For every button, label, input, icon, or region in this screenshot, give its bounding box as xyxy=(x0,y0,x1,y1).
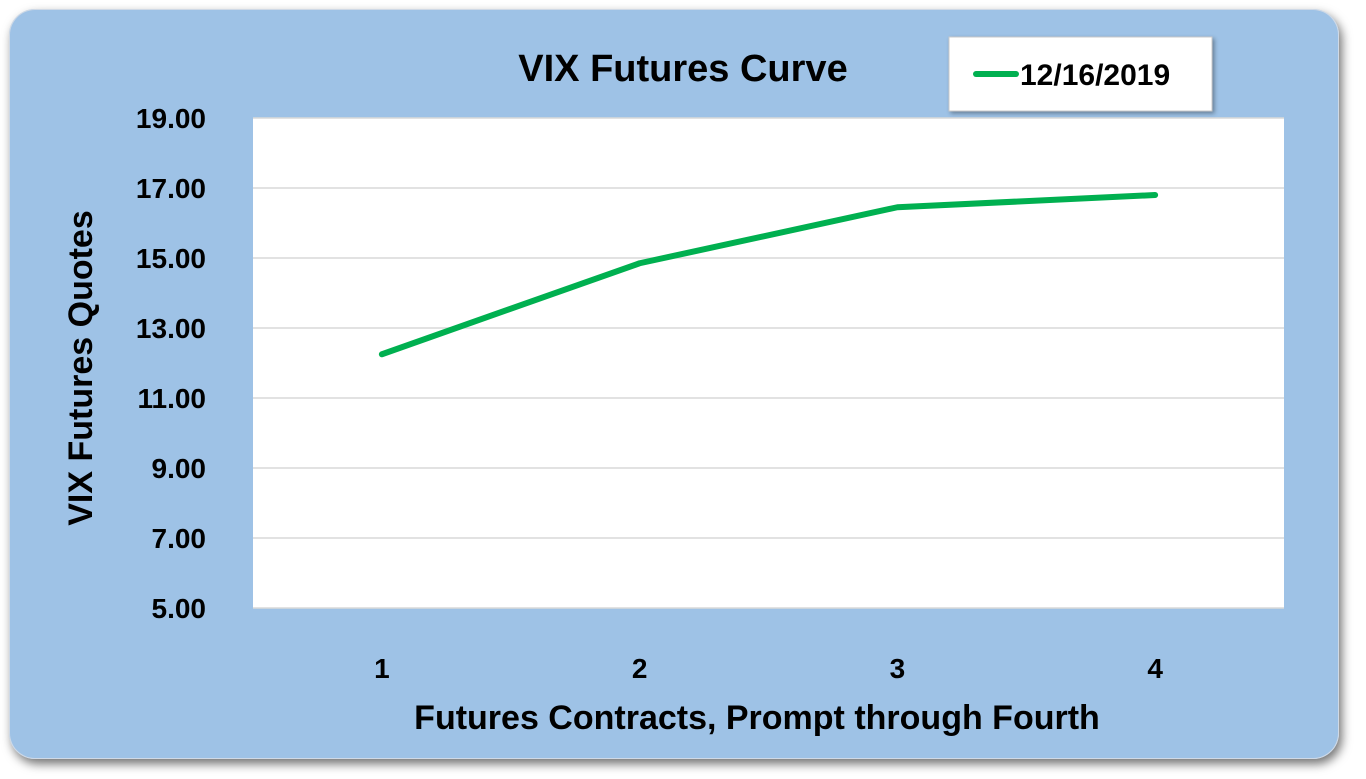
legend: 12/16/2019 xyxy=(948,36,1213,112)
y-tick-label: 19.00 xyxy=(136,103,206,134)
y-tick-label: 13.00 xyxy=(136,313,206,344)
x-tick-label: 2 xyxy=(632,653,648,684)
plot-area xyxy=(253,118,1284,608)
chart-title: VIX Futures Curve xyxy=(518,48,847,90)
y-tick-label: 17.00 xyxy=(136,173,206,204)
y-tick-label: 7.00 xyxy=(152,523,207,554)
y-axis-label: VIX Futures Quotes xyxy=(62,210,100,526)
x-tick-label: 1 xyxy=(374,653,390,684)
x-axis-label: Futures Contracts, Prompt through Fourth xyxy=(414,699,1100,737)
y-axis-ticks: 5.00 7.00 9.00 11.00 13.00 15.00 17.00 19.00 xyxy=(136,103,206,624)
x-tick-label: 4 xyxy=(1147,653,1163,684)
gridlines xyxy=(253,117,1284,609)
x-axis-ticks: 1 2 3 4 xyxy=(374,653,1163,684)
y-tick-label: 11.00 xyxy=(137,383,206,414)
y-tick-label: 15.00 xyxy=(136,243,206,274)
y-tick-label: 5.00 xyxy=(152,593,207,624)
legend-label: 12/16/2019 xyxy=(1020,59,1170,92)
series-layer xyxy=(378,192,1159,358)
y-tick-label: 9.00 xyxy=(152,453,207,484)
x-tick-label: 3 xyxy=(890,653,906,684)
series-line xyxy=(378,192,1159,358)
